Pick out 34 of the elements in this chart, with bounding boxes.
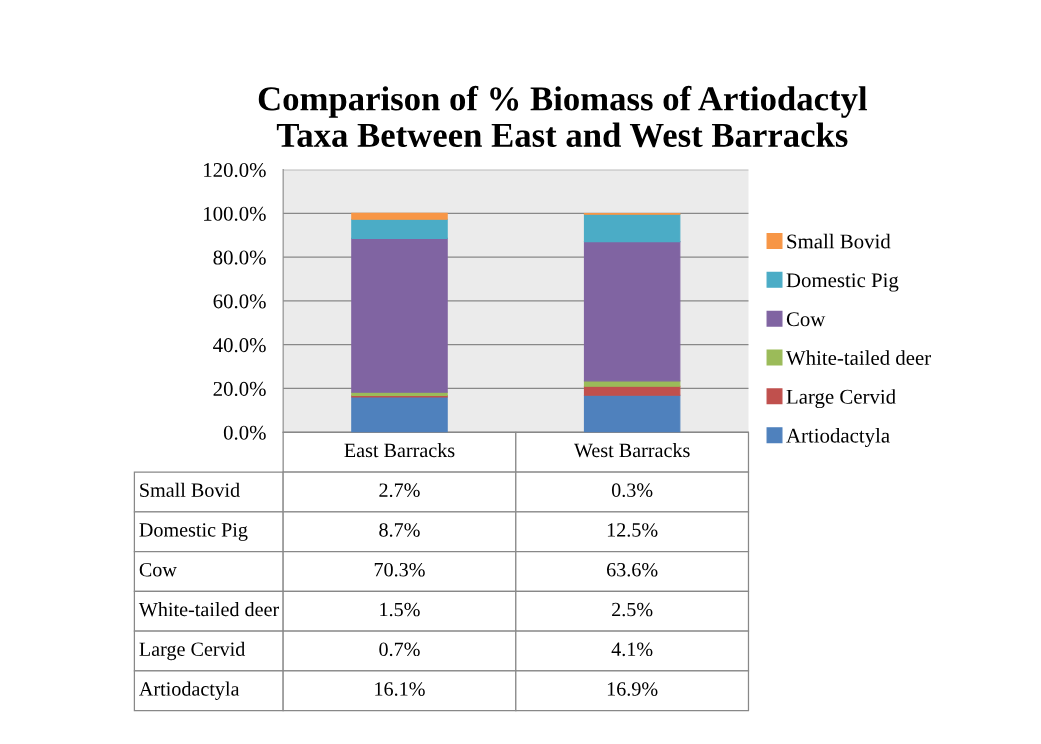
legend-label: Cow xyxy=(786,312,826,327)
y-tick-label: 80.0% xyxy=(213,250,266,265)
legend-label: Domestic Pig xyxy=(786,273,899,292)
y-tick-label: 0.0% xyxy=(223,425,266,440)
legend-label: Small Bovid xyxy=(787,233,891,249)
text: Domestic Pig xyxy=(139,523,248,541)
text: White-tailed deer xyxy=(138,602,280,617)
legend-label: White-tailed deer xyxy=(786,350,931,366)
x-tick-label: East Barracks xyxy=(344,443,455,458)
text: Large Cervid xyxy=(139,641,246,661)
y-tick-label: 40.0% xyxy=(213,338,266,353)
data-label: 0.7% xyxy=(379,642,420,657)
y-tick-label: 60.0% xyxy=(213,294,266,309)
data-label: 16.1% xyxy=(375,682,425,696)
data-label: 70.3% xyxy=(374,562,425,577)
data-label: 2.7% xyxy=(379,483,420,498)
text: Small Bovid xyxy=(140,482,240,497)
data-label: 63.6% xyxy=(607,562,658,577)
y-tick-label: 100.0% xyxy=(204,206,266,221)
data-label: 1.5% xyxy=(380,602,420,617)
data-label: 16.9% xyxy=(607,682,658,696)
chart-title: Comparison of % Biomass of Artiodactyl Taxa Between East and West Barracks xyxy=(258,85,868,148)
y-tick-label: 120.0% xyxy=(204,163,266,178)
legend-label: Artiodactyla xyxy=(786,428,890,447)
text: Artiodactyla xyxy=(139,681,240,700)
data-label: 12.5% xyxy=(607,523,658,537)
data-label: 8.7% xyxy=(379,523,420,537)
text: Cow xyxy=(139,562,177,577)
data-label: 4.1% xyxy=(611,642,653,657)
x-tick-label: West Barracks xyxy=(573,443,690,458)
y-tick-label: 20.0% xyxy=(213,381,266,397)
data-label: 2.5% xyxy=(612,602,653,617)
data-label: 0.3% xyxy=(611,483,653,498)
legend-label: Large Cervid xyxy=(786,389,896,409)
